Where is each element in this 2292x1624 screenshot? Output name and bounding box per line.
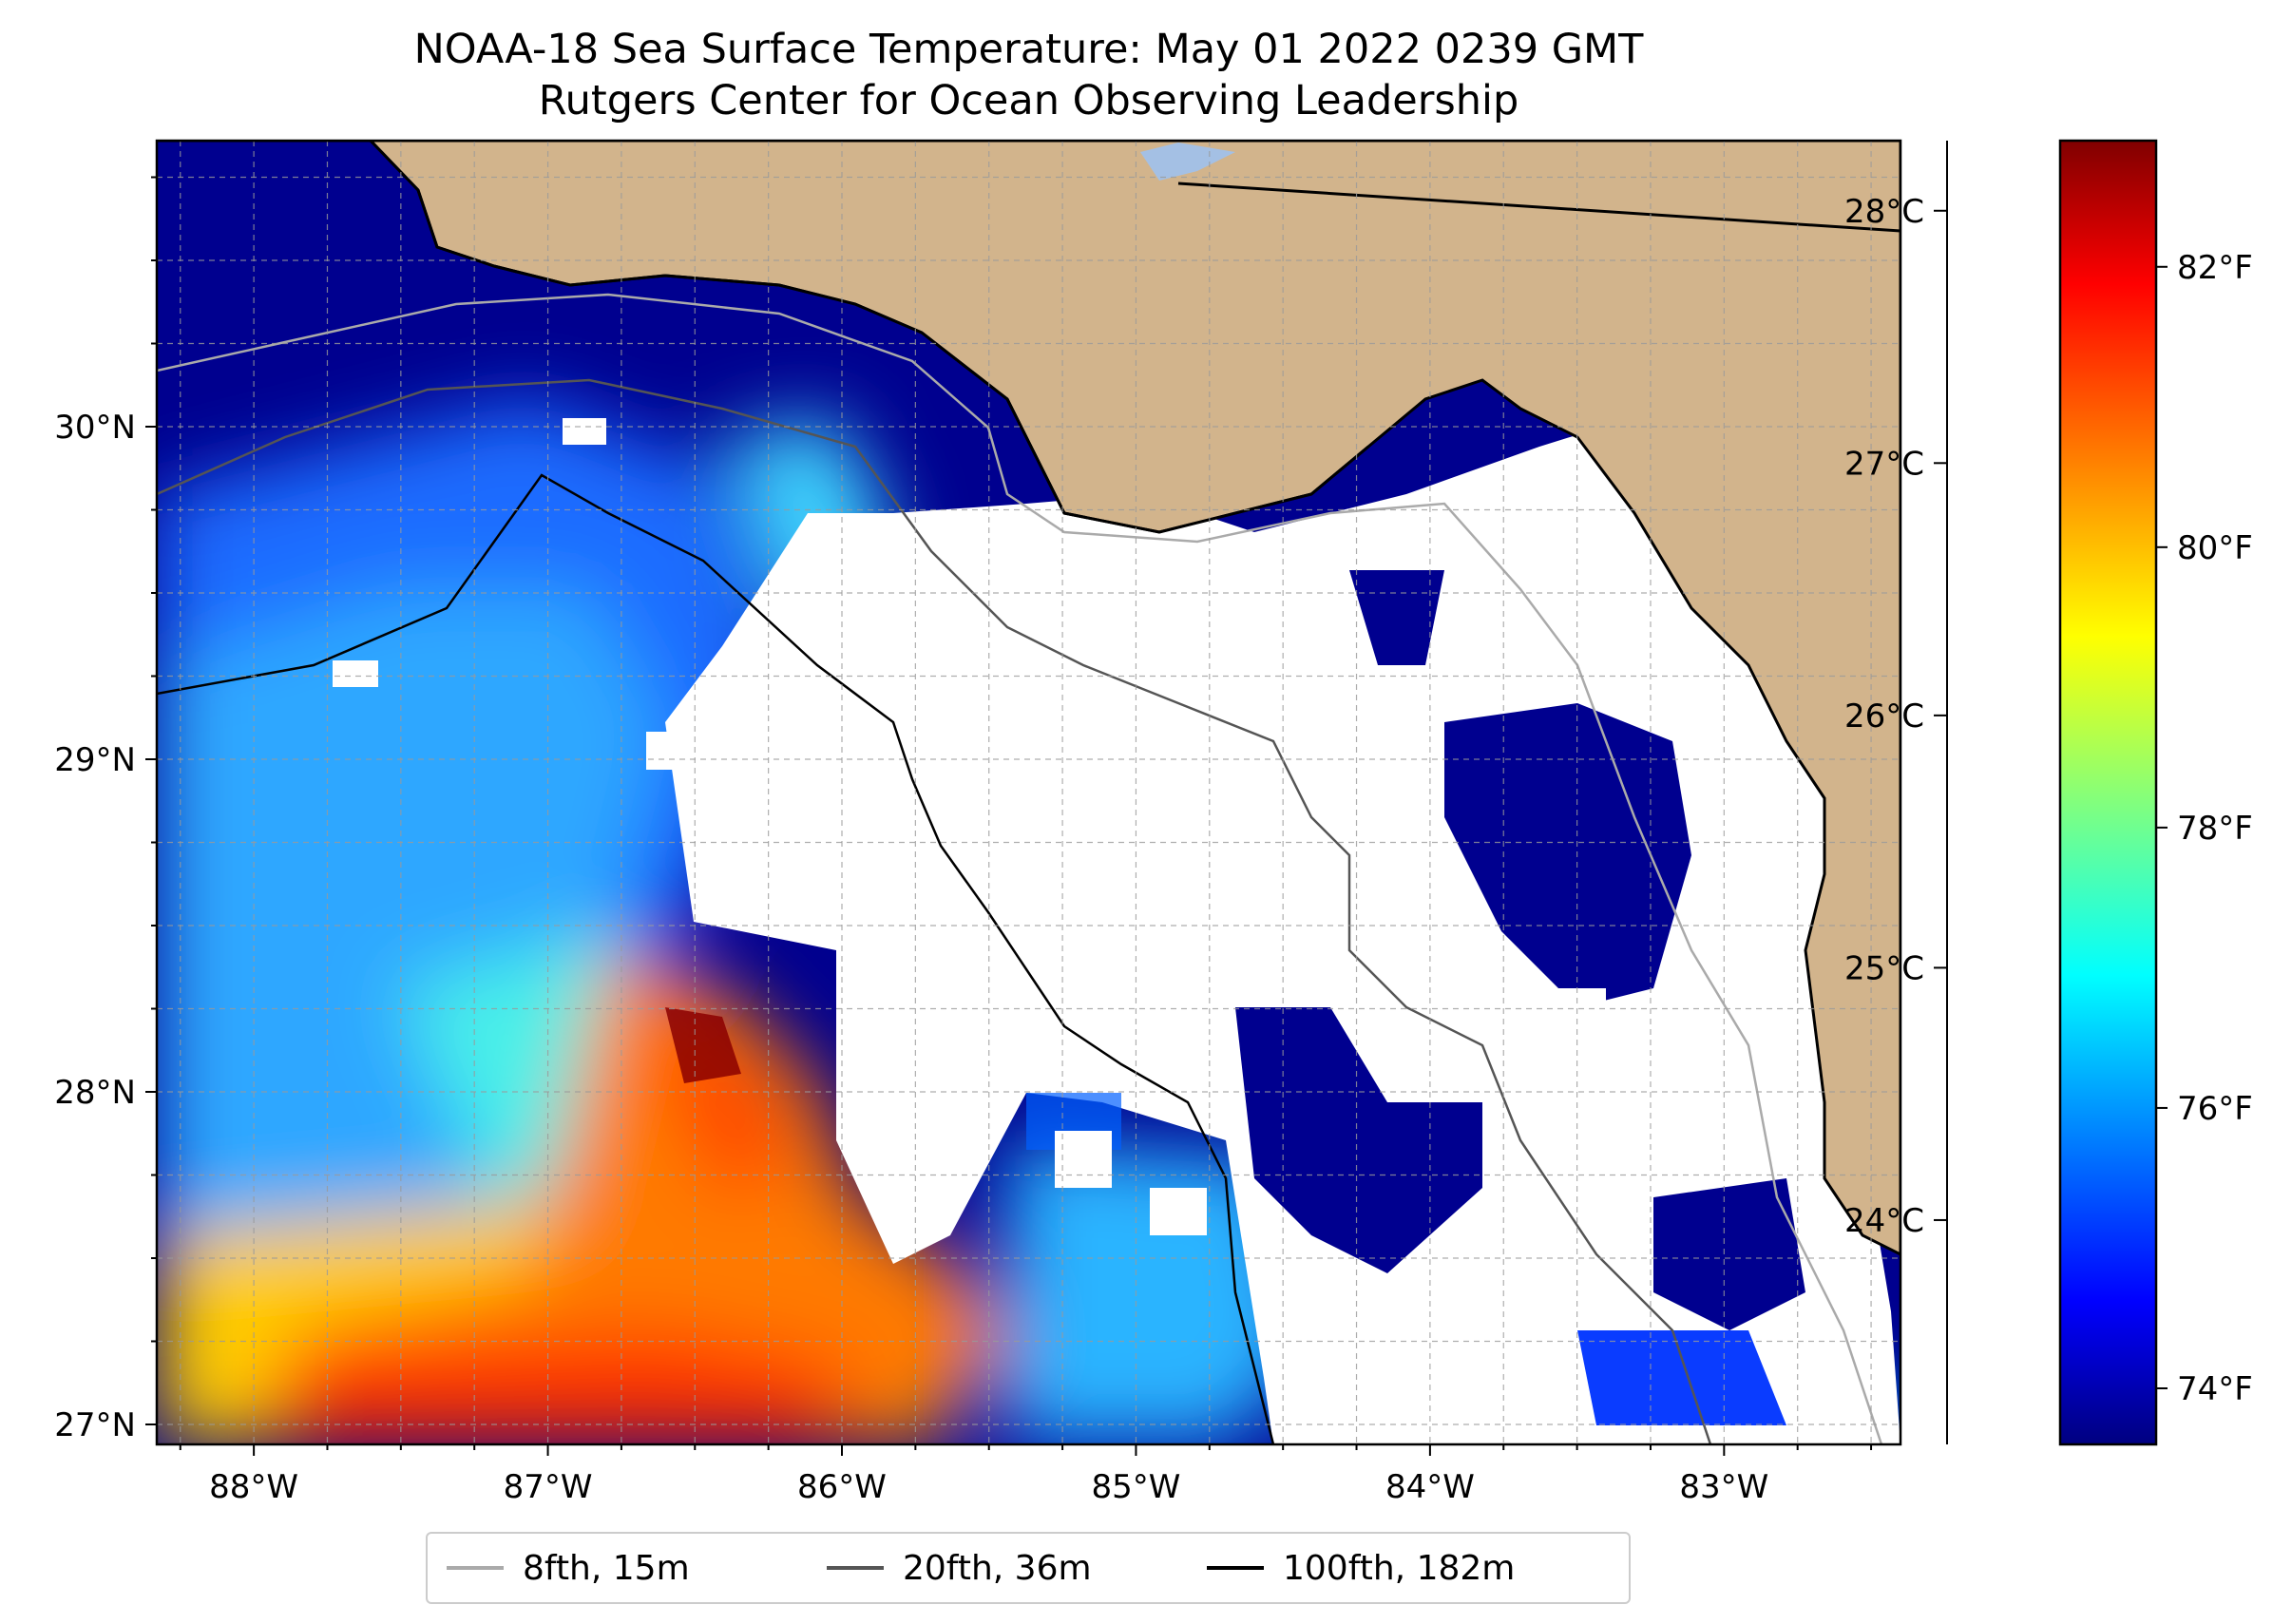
- lon-tick-label: 83°W: [1679, 1468, 1768, 1506]
- lon-tick-label: 84°W: [1385, 1468, 1475, 1506]
- lon-tick-label: 88°W: [209, 1468, 298, 1506]
- colorbar: [2060, 141, 2156, 1444]
- lon-tick-label: 86°W: [797, 1468, 887, 1506]
- cloud-hole-7: [563, 418, 606, 445]
- cloud-hole-5: [646, 732, 684, 770]
- legend: 8fth, 15m 20fth, 36m 100fth, 182m: [426, 1532, 1631, 1604]
- celsius-tick-label: 28°C: [1844, 193, 1924, 231]
- map-frame: [155, 139, 1902, 1446]
- no-data-region: [665, 399, 1900, 1444]
- celsius-tick-label: 24°C: [1844, 1202, 1924, 1240]
- legend-item-8fth: 8fth, 15m: [447, 1534, 690, 1602]
- cloud-hole-4: [1539, 988, 1606, 1064]
- lat-tick-label: 27°N: [54, 1406, 136, 1444]
- isobath-100fth: [157, 473, 1275, 1444]
- legend-swatch-20fth: [827, 1566, 884, 1570]
- cloud-hole-6: [333, 660, 378, 687]
- cloud-gap-4: [1653, 1178, 1805, 1330]
- celsius-tick-label: 25°C: [1844, 949, 1924, 987]
- legend-label-8fth: 8fth, 15m: [523, 1548, 690, 1588]
- isobath-20fth: [157, 378, 1712, 1444]
- lat-tick-label: 30°N: [54, 409, 136, 447]
- lake: [1140, 143, 1235, 181]
- colorbar-ticks: 74°F 76°F 78°F 80°F 82°F 24°C 25°C 26°C 27°C 28°C: [1844, 141, 2253, 1444]
- legend-label-100fth: 100fth, 182m: [1283, 1548, 1516, 1588]
- cloud-gap-2: [1444, 703, 1691, 1007]
- chart-subtitle: Rutgers Center for Ocean Observing Leade…: [538, 77, 1519, 124]
- lon-tick-label: 87°W: [504, 1468, 593, 1506]
- celsius-tick-label: 26°C: [1844, 697, 1924, 736]
- legend-label-20fth: 20fth, 36m: [903, 1548, 1092, 1588]
- map-ticks: 88°W 87°W 86°W 85°W 84°W 83°W 27°N 28°N 29°N 30°N: [54, 176, 1873, 1506]
- legend-swatch-8fth: [447, 1566, 504, 1570]
- fahrenheit-tick-label: 74°F: [2177, 1370, 2253, 1408]
- legend-swatch-100fth: [1207, 1566, 1264, 1570]
- isobath-8fth: [157, 293, 1883, 1444]
- legend-item-100fth: 100fth, 182m: [1207, 1534, 1515, 1602]
- lon-tick-label: 85°W: [1092, 1468, 1181, 1506]
- fahrenheit-tick-label: 76°F: [2177, 1090, 2253, 1128]
- colorbar-frame: [2058, 139, 2158, 1446]
- cloud-hole-1: [1055, 1131, 1112, 1188]
- gridlines: [157, 141, 1900, 1444]
- cloud-gap-3: [1349, 570, 1444, 665]
- map-area: [157, 141, 1900, 1444]
- cloud-gap-5: [1577, 1330, 1786, 1425]
- lat-tick-label: 29°N: [54, 741, 136, 779]
- fahrenheit-tick-label: 78°F: [2177, 810, 2253, 848]
- legend-item-20fth: 20fth, 36m: [827, 1534, 1092, 1602]
- fahrenheit-tick-label: 82°F: [2177, 249, 2253, 287]
- lat-tick-label: 28°N: [54, 1074, 136, 1112]
- chart-title: NOAA-18 Sea Surface Temperature: May 01 …: [413, 26, 1644, 73]
- cloud-hole-2: [1150, 1188, 1207, 1235]
- cloud-gap-1: [1235, 1007, 1482, 1273]
- state-border: [1177, 182, 1900, 233]
- warm-eddy: [665, 1007, 741, 1083]
- coastline: [157, 141, 1369, 534]
- fahrenheit-tick-label: 80°F: [2177, 529, 2253, 567]
- celsius-tick-label: 27°C: [1844, 445, 1924, 483]
